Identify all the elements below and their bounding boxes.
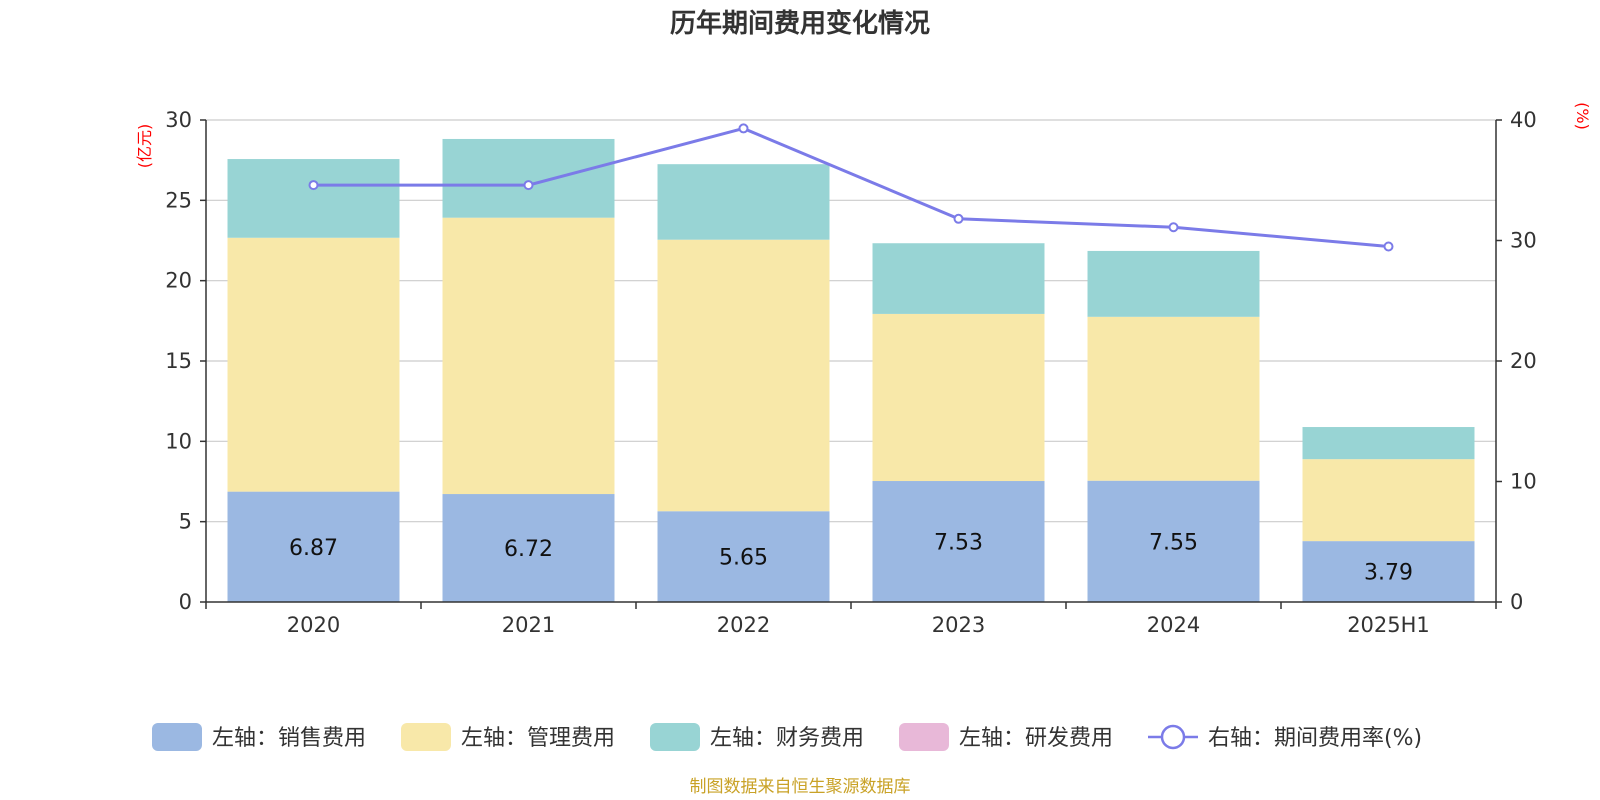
bar-value-label: 7.55 [1149, 530, 1198, 555]
bar-segment [657, 164, 830, 240]
left-tick-label: 10 [165, 429, 192, 453]
bar-labels: 6.87 6.72 5.65 7.53 7.55 3.79 [289, 530, 1413, 585]
axes: 0 5 10 15 20 25 30 0 10 20 30 40 2020 2021 2022 2023 202… [135, 102, 1592, 637]
bar-segment [227, 237, 400, 492]
chart-title: 历年期间费用变化情况 [670, 8, 930, 39]
bar-value-label: 3.79 [1364, 561, 1413, 586]
left-tick-label: 20 [165, 269, 192, 293]
right-axis-unit: (%) [1573, 102, 1592, 130]
bar-value-label: 5.65 [719, 546, 768, 571]
bar-segment [1302, 427, 1475, 460]
legend: 左轴：销售费用 左轴：管理费用 左轴：财务费用 左轴：研发费用 右轴：期间费用率(%) [152, 723, 1422, 751]
legend-label: 左轴：研发费用 [959, 726, 1113, 751]
bar-segment [227, 159, 400, 238]
bar-segment [657, 239, 830, 512]
line-point [738, 123, 749, 134]
line-path [313, 126, 1389, 249]
x-tick-label: 2024 [1147, 613, 1200, 637]
bar-segment [1302, 541, 1475, 602]
legend-label: 右轴：期间费用率(%) [1208, 726, 1422, 751]
left-tick-label: 0 [179, 590, 192, 614]
left-tick-label: 30 [165, 108, 192, 132]
bar-value-label: 6.72 [504, 537, 553, 562]
bar-segment [227, 491, 400, 602]
line-series [308, 123, 1394, 252]
left-tick-label: 5 [179, 510, 192, 534]
grid-lines [206, 119, 1496, 523]
bar-segment [1087, 250, 1260, 317]
legend-swatch [899, 723, 949, 751]
bar-segment [872, 313, 1045, 482]
bar-segment [1302, 459, 1475, 542]
legend-swatch [650, 723, 700, 751]
x-tick-label: 2020 [287, 613, 340, 637]
line-point [523, 180, 534, 191]
legend-label: 左轴：财务费用 [710, 726, 864, 751]
bar-segment [872, 481, 1045, 602]
x-tick-label: 2021 [502, 613, 555, 637]
legend-label: 左轴：管理费用 [461, 726, 615, 751]
bar-segment [1087, 480, 1260, 602]
line-point [308, 180, 319, 191]
right-tick-label: 30 [1510, 229, 1537, 253]
left-axis-unit: (亿元) [135, 124, 154, 169]
left-tick-label: 25 [165, 188, 192, 212]
legend-label: 左轴：销售费用 [212, 726, 366, 751]
x-tick-label: 2025H1 [1347, 613, 1430, 637]
line-point [953, 213, 964, 224]
x-tick-label: 2023 [932, 613, 985, 637]
legend-swatch [401, 723, 451, 751]
x-tick-label: 2022 [717, 613, 770, 637]
line-point [1383, 241, 1394, 252]
line-point [1168, 222, 1179, 233]
bar-value-label: 6.87 [289, 536, 338, 561]
bar-segment [442, 217, 615, 495]
source-note: 制图数据来自恒生聚源数据库 [690, 777, 911, 797]
right-tick-label: 10 [1510, 470, 1537, 494]
legend-circle-icon [1160, 724, 1186, 750]
bar-value-label: 7.53 [934, 531, 983, 556]
bar-segment [657, 511, 830, 602]
right-tick-label: 40 [1510, 108, 1537, 132]
bar-segment [442, 494, 615, 602]
right-tick-label: 0 [1510, 590, 1523, 614]
bar-segment [1087, 316, 1260, 481]
left-tick-label: 15 [165, 349, 192, 373]
legend-swatch [152, 723, 202, 751]
bar-segment [872, 243, 1045, 314]
right-tick-label: 20 [1510, 349, 1537, 373]
bar-segment [442, 138, 615, 218]
bar-series [227, 138, 1475, 602]
